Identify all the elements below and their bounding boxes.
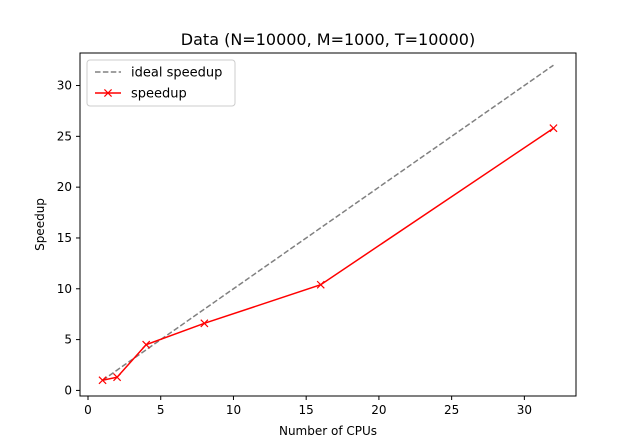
x-tick-label: 20 (371, 403, 386, 417)
speedup-point (142, 340, 151, 349)
speedup-point (113, 373, 122, 382)
plot-series (98, 64, 558, 385)
chart-title: Data (N=10000, M=1000, T=10000) (181, 30, 475, 49)
legend-speedup-marker (103, 88, 113, 98)
speedup-line (102, 127, 554, 381)
legend-label: speedup (131, 87, 187, 102)
x-tick-label: 0 (84, 403, 92, 417)
x-axis-label: Number of CPUs (279, 424, 377, 438)
x-tick-label: 30 (517, 403, 532, 417)
x-tick-label: 5 (157, 403, 165, 417)
y-tick-label: 20 (57, 180, 72, 194)
legend-box (86, 59, 236, 107)
ideal-speedup-line (102, 64, 554, 381)
speedup-point (200, 319, 209, 328)
y-tick-label: 30 (57, 79, 72, 93)
speedup-point (316, 280, 325, 289)
x-tick-label: 10 (226, 403, 241, 417)
speedup-point (98, 376, 107, 385)
y-axis-label: Speedup (33, 198, 47, 251)
y-tick-label: 15 (57, 231, 72, 245)
y-tick-label: 25 (57, 129, 72, 143)
y-tick-label: 5 (64, 333, 72, 347)
plot-frame (79, 52, 577, 397)
axes: 0 5 10 15 20 25 30 0 5 10 15 20 25 30 (57, 79, 532, 417)
legend: ideal speedup speedup (86, 59, 236, 107)
x-tick-label: 15 (299, 403, 314, 417)
legend-label: ideal speedup (131, 66, 222, 81)
x-tick-label: 25 (444, 403, 459, 417)
y-tick-label: 0 (64, 383, 72, 397)
y-tick-label: 10 (57, 282, 72, 296)
speedup-point (549, 124, 558, 133)
